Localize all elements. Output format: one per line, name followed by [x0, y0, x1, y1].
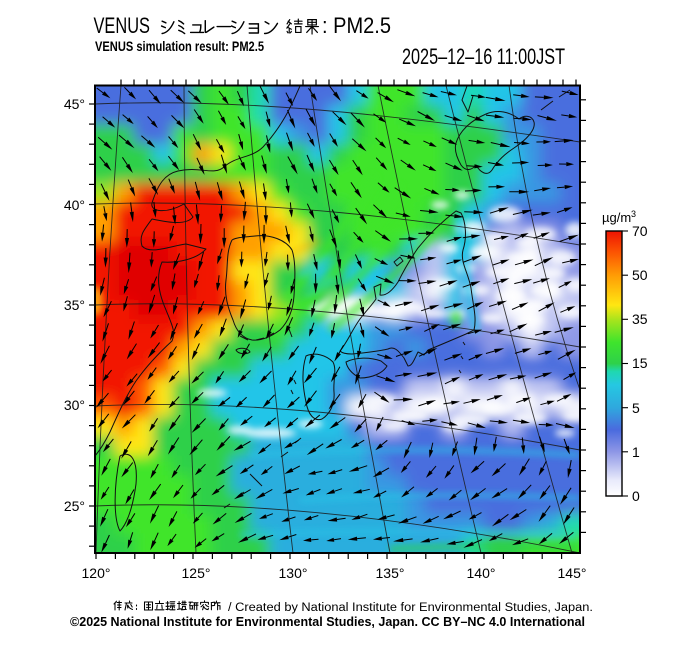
- svg-text:©2025 National Institute for E: ©2025 National Institute for Environment…: [70, 614, 585, 629]
- svg-text:125°: 125°: [182, 565, 211, 581]
- svg-text:40°: 40°: [64, 197, 85, 213]
- svg-text:25°: 25°: [64, 498, 85, 514]
- svg-text:2025–12–16 11:00JST: 2025–12–16 11:00JST: [402, 44, 565, 69]
- svg-text:5: 5: [632, 400, 640, 416]
- svg-text:45°: 45°: [64, 96, 85, 112]
- svg-text:140°: 140°: [467, 565, 496, 581]
- svg-text:50: 50: [632, 267, 648, 283]
- svg-text:30°: 30°: [64, 397, 85, 413]
- svg-text:130°: 130°: [279, 565, 308, 581]
- svg-text:35: 35: [632, 311, 648, 327]
- svg-text:145°: 145°: [558, 565, 587, 581]
- svg-text:VENUS: VENUS: [94, 13, 151, 38]
- svg-text:120°: 120°: [82, 565, 111, 581]
- svg-text:1: 1: [632, 444, 640, 460]
- svg-text:0: 0: [632, 488, 640, 504]
- svg-text:70: 70: [632, 223, 648, 239]
- svg-text:135°: 135°: [376, 565, 405, 581]
- svg-text:15: 15: [632, 355, 648, 371]
- svg-text:: PM2.5: : PM2.5: [322, 13, 391, 38]
- svg-text:µg/m: µg/m: [602, 210, 631, 225]
- svg-text:/ Created by National Institut: / Created by National Institute for Envi…: [228, 602, 593, 614]
- svg-text:3: 3: [631, 209, 636, 219]
- svg-text:35°: 35°: [64, 297, 85, 313]
- svg-text:VENUS simulation result: PM2.5: VENUS simulation result: PM2.5: [95, 38, 264, 54]
